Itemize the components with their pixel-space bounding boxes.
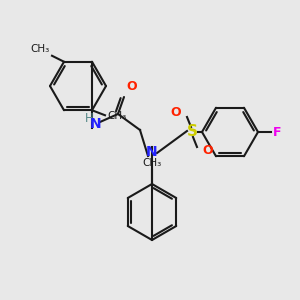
Text: H: H	[85, 112, 93, 124]
Text: O: O	[170, 106, 181, 118]
Text: CH₃: CH₃	[142, 158, 162, 168]
Text: CH₃: CH₃	[107, 111, 126, 121]
Text: O: O	[202, 143, 213, 157]
Text: CH₃: CH₃	[31, 44, 50, 54]
Text: F: F	[273, 125, 281, 139]
Text: S: S	[187, 124, 197, 140]
Text: N: N	[90, 117, 102, 131]
Text: O: O	[126, 80, 136, 93]
Text: N: N	[146, 145, 158, 159]
